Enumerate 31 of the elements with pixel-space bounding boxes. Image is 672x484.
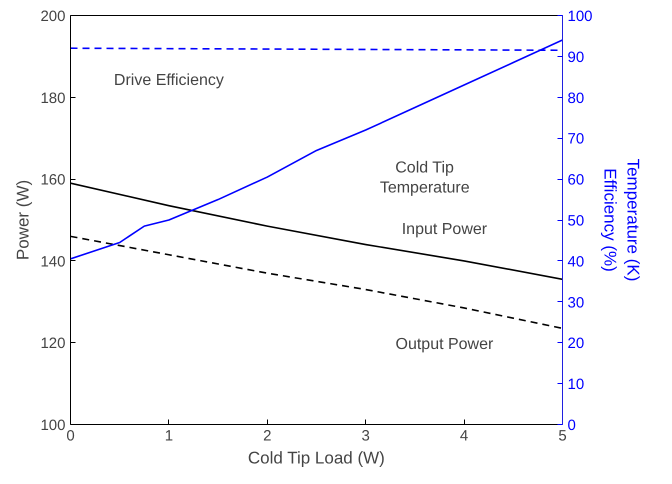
y-tick-label: 120 — [40, 335, 66, 352]
y-tick-label: 100 — [40, 417, 66, 434]
x-tick-label: 1 — [164, 428, 174, 444]
series-label: Drive Efficiency — [114, 72, 224, 90]
y2-tick-label: 80 — [568, 90, 584, 107]
y2-axis-title: Temperature (K) Efficiency (%) — [600, 158, 642, 282]
text: Cold Tip Temperature — [380, 159, 470, 197]
x-tick-label: 0 — [66, 428, 75, 444]
y2-tick-label: 50 — [568, 212, 584, 230]
line-series — [70, 39, 562, 260]
series-label: Input Power — [402, 221, 488, 238]
y2-tick-label: 0 — [568, 417, 576, 434]
y2-tick-label: 10 — [568, 376, 584, 394]
y-tick-label: 180 — [40, 90, 66, 107]
y-tick-label: 160 — [40, 172, 66, 189]
x-tick-label: 2 — [263, 428, 272, 444]
y2-tick-label: 100 — [568, 8, 593, 25]
x-axis-title: Cold Tip Load (W) — [248, 448, 385, 468]
x-tick-label: 4 — [460, 428, 468, 444]
y2-tick-label: 20 — [568, 335, 584, 352]
y2-tick-label: 70 — [568, 130, 584, 148]
y2-tick-label: 60 — [568, 172, 584, 189]
y2-tick-label: 30 — [568, 294, 584, 312]
x-tick-label: 3 — [362, 428, 370, 444]
series-label: Output Power — [396, 336, 494, 353]
y-axis-title: Power (W) — [13, 180, 32, 260]
y2-tick-label: 90 — [568, 48, 584, 66]
y-tick-label: 200 — [40, 8, 66, 25]
y2-tick-label: 40 — [568, 253, 584, 270]
x-tick-label: 5 — [558, 428, 567, 444]
y-tick-label: 140 — [40, 253, 66, 270]
